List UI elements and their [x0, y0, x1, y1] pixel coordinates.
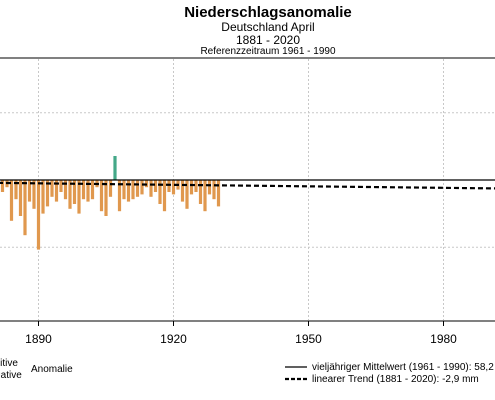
chart-title: Niederschlagsanomalie [184, 4, 352, 21]
anomaly-bar [86, 180, 90, 202]
chart-subtitle-period: 1881 - 2020 [235, 33, 301, 47]
legend-negative-label: negative [0, 370, 22, 381]
anomaly-bar [41, 180, 45, 214]
ticks-layer: 1890 1920 1950 1980 [25, 321, 457, 346]
anomaly-bar [81, 180, 86, 200]
x-tick-label: 1920 [160, 332, 187, 346]
anomaly-bar [9, 180, 14, 221]
anomaly-bar [104, 180, 108, 216]
anomaly-bar [194, 180, 198, 192]
anomaly-bar [158, 180, 162, 204]
legend-positive-label: positive [0, 358, 18, 369]
anomaly-bar [140, 180, 144, 195]
anomaly-bar [162, 180, 167, 212]
anomaly-bar [216, 180, 221, 207]
anomaly-bar [153, 180, 158, 192]
anomaly-bar [212, 180, 216, 200]
anomaly-bar [135, 180, 140, 197]
anomaly-bar [180, 180, 185, 202]
anomaly-bar [99, 180, 104, 212]
x-tick-label: 1980 [430, 332, 457, 346]
legend-mean-label: vieljähriger Mittelwert (1961 - 1990): 5… [312, 362, 495, 373]
trend-line [0, 181, 495, 190]
anomaly-bar [198, 180, 203, 204]
plot-frame [0, 57, 495, 322]
anomaly-bar [167, 180, 171, 192]
anomaly-bar [18, 180, 23, 216]
legend-trend-label: linearer Trend (1881 - 2020): -2,9 mm [312, 374, 479, 385]
anomaly-bar [23, 180, 27, 236]
legend-anomaly-label: Anomalie [31, 364, 73, 375]
anomaly-bar [189, 180, 194, 195]
anomaly-bar [36, 180, 41, 250]
x-tick-label: 1950 [295, 332, 322, 346]
anomaly-bar [185, 180, 189, 209]
anomaly-bar [14, 180, 18, 200]
grid-layer [0, 59, 495, 320]
anomaly-bar [77, 180, 81, 214]
legend-line-swatches [285, 366, 307, 381]
anomaly-bar [32, 180, 36, 209]
anomaly-bar [68, 180, 72, 209]
anomaly-bar [122, 180, 126, 200]
anomaly-bar [0, 180, 5, 192]
anomaly-bar [90, 180, 95, 200]
anomaly-bar [131, 180, 135, 200]
anomaly-bar [126, 180, 131, 202]
anomaly-bar [207, 180, 212, 195]
anomaly-bar [50, 180, 54, 197]
anomaly-bar [117, 180, 122, 212]
anomaly-bar [113, 156, 117, 180]
chart-subtitle-region: Deutschland April [221, 20, 315, 34]
anomaly-bar [27, 180, 32, 202]
bars-layer [0, 156, 221, 250]
anomaly-bar [149, 180, 153, 197]
anomaly-bar [59, 180, 63, 192]
anomaly-bar [108, 180, 113, 197]
anomaly-bar [63, 180, 68, 200]
lines-layer [0, 179, 495, 190]
x-tick-label: 1890 [25, 332, 52, 346]
anomaly-bar [72, 180, 77, 204]
anomaly-bar [54, 180, 59, 202]
anomaly-bar [45, 180, 50, 207]
chart-subtitle-reference: Referenzzeitraum 1961 - 1990 [200, 46, 336, 57]
anomaly-bar [171, 180, 176, 195]
anomaly-bar [203, 180, 207, 212]
